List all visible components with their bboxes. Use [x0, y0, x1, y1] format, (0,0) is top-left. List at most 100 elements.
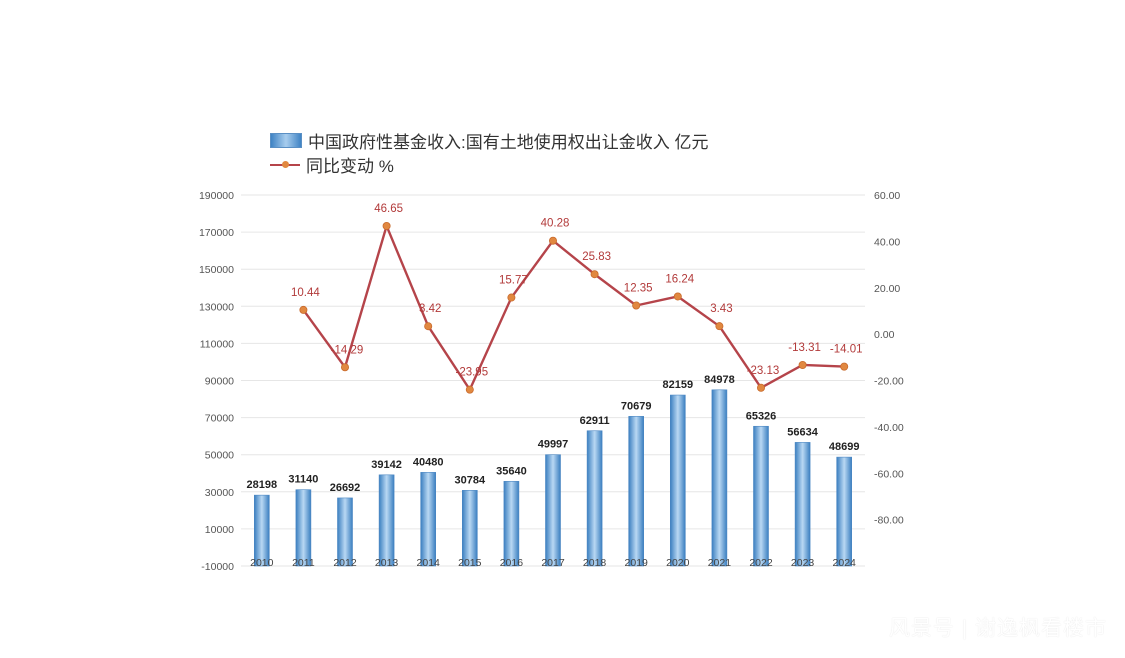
yoy-point-2019: [632, 301, 641, 310]
x-axis-tick-label: 2014: [417, 557, 441, 569]
left-axis-tick-label: 110000: [200, 338, 234, 350]
chart-legend: 中国政府性基金收入:国有土地使用权出让金收入 亿元 同比变动 %: [270, 128, 708, 176]
bar-2010: [254, 494, 270, 567]
bar-value-label: 65326: [746, 410, 777, 422]
bar-2023: [794, 442, 811, 567]
yoy-value-label: 15.77: [499, 275, 528, 287]
x-axis-tick-label: 2024: [833, 557, 857, 569]
yoy-value-label: 3.42: [419, 303, 441, 315]
left-axis-tick-label: 130000: [199, 301, 234, 313]
yoy-point-2014: [424, 322, 433, 331]
bar-value-label: 35640: [496, 465, 527, 477]
yoy-point-2021: [715, 322, 724, 331]
yoy-point-2015: [465, 385, 474, 394]
right-axis-tick-label: -40.00: [874, 422, 904, 434]
x-axis-tick-label: 2010: [250, 557, 274, 569]
right-axis-tick-label: 0.00: [874, 329, 895, 341]
bar-value-label: 31140: [288, 474, 318, 486]
bar-value-label: 48699: [829, 441, 860, 453]
yoy-value-label: -14.29: [331, 344, 364, 356]
bar-2024: [836, 456, 853, 567]
yoy-value-label: 40.28: [541, 218, 570, 230]
legend-item-yoy-change: 同比变动 %: [270, 152, 708, 176]
left-axis-tick-label: 50000: [205, 450, 234, 462]
bar-2021: [711, 389, 728, 567]
legend-label-land-revenue: 中国政府性基金收入:国有土地使用权出让金收入 亿元: [308, 132, 709, 152]
bar-2018: [586, 430, 603, 567]
x-axis-tick-label: 2022: [749, 557, 773, 569]
x-axis-tick-label: 2017: [541, 557, 565, 569]
left-axis-tick-label: 170000: [199, 227, 234, 239]
yoy-point-2016: [507, 293, 516, 302]
x-axis-tick-label: 2016: [500, 557, 524, 569]
bar-2014: [420, 472, 437, 567]
legend-line-swatch: [270, 158, 300, 171]
bar-value-label: 26692: [330, 482, 361, 494]
left-axis-tick-label: 70000: [205, 413, 234, 425]
legend-item-land-revenue: 中国政府性基金收入:国有土地使用权出让金收入 亿元: [270, 128, 708, 152]
left-axis-tick-label: 190000: [199, 190, 234, 202]
yoy-value-label: -23.13: [747, 365, 780, 377]
yoy-value-label: 46.65: [374, 203, 403, 215]
bar-value-label: 28198: [247, 479, 278, 491]
x-axis-tick-label: 2012: [333, 557, 357, 569]
yoy-point-2022: [757, 383, 766, 392]
bar-value-label: 62911: [580, 415, 610, 427]
source-watermark: 风景号 | 谢逸枫看楼市: [888, 617, 1107, 640]
yoy-value-label: 3.43: [710, 303, 732, 315]
x-axis-tick-label: 2021: [708, 557, 732, 569]
bar-value-label: 56634: [787, 426, 818, 438]
right-axis-tick-label: 40.00: [874, 236, 900, 248]
right-axis-tick-label: 60.00: [874, 190, 900, 202]
x-axis-tick-label: 2023: [791, 557, 815, 569]
x-axis-tick-label: 2011: [292, 557, 315, 569]
x-axis-tick-label: 2018: [583, 557, 607, 569]
bar-value-label: 49997: [538, 439, 569, 451]
yoy-point-2012: [340, 363, 349, 372]
left-axis-tick-label: -10000: [201, 561, 234, 573]
bar-2013: [378, 474, 395, 567]
yoy-value-label: 16.24: [665, 273, 694, 285]
yoy-value-label: 10.44: [291, 287, 320, 299]
left-axis-tick-label: 30000: [205, 487, 234, 499]
yoy-point-2013: [382, 221, 391, 230]
left-axis-tick-label: 90000: [205, 376, 234, 388]
bar-2012: [337, 497, 353, 567]
bar-2015: [461, 490, 478, 567]
yoy-value-label: -14.01: [830, 344, 863, 356]
bar-2022: [753, 425, 769, 567]
right-axis-tick-label: 20.00: [874, 283, 900, 295]
yoy-point-2018: [590, 270, 599, 279]
yoy-point-2011: [299, 305, 308, 314]
right-axis-tick-label: -80.00: [874, 515, 904, 527]
yoy-point-2017: [549, 236, 558, 245]
bar-value-label: 39142: [371, 459, 402, 471]
bar-value-label: 82159: [663, 379, 694, 391]
x-axis-tick-label: 2013: [375, 557, 399, 569]
yoy-value-label: -13.31: [788, 342, 821, 354]
bar-value-label: 40480: [413, 456, 444, 468]
legend-label-yoy-change: 同比变动 %: [306, 156, 394, 176]
right-axis-tick-label: -60.00: [874, 468, 904, 480]
bar-2019: [628, 416, 645, 567]
yoy-point-2023: [798, 360, 807, 369]
yoy-value-label: 25.83: [582, 251, 611, 263]
bar-2011: [295, 489, 312, 567]
x-axis-tick-label: 2015: [458, 557, 482, 569]
yoy-value-label: 12.35: [624, 282, 653, 294]
bar-value-label: 30784: [455, 474, 486, 486]
left-axis-tick-label: 150000: [199, 264, 234, 276]
bar-2017: [545, 454, 561, 567]
bar-value-label: 84978: [704, 374, 735, 386]
yoy-point-2020: [673, 292, 682, 301]
left-axis-tick-label: 10000: [205, 524, 234, 536]
right-axis-tick-label: -20.00: [874, 376, 904, 388]
legend-bar-swatch: [270, 132, 302, 148]
yoy-point-2024: [840, 362, 849, 371]
bar-value-label: 70679: [621, 400, 652, 412]
yoy-line: [302, 224, 845, 391]
x-axis-tick-label: 2019: [625, 557, 649, 569]
yoy-value-label: -23.95: [455, 367, 488, 379]
